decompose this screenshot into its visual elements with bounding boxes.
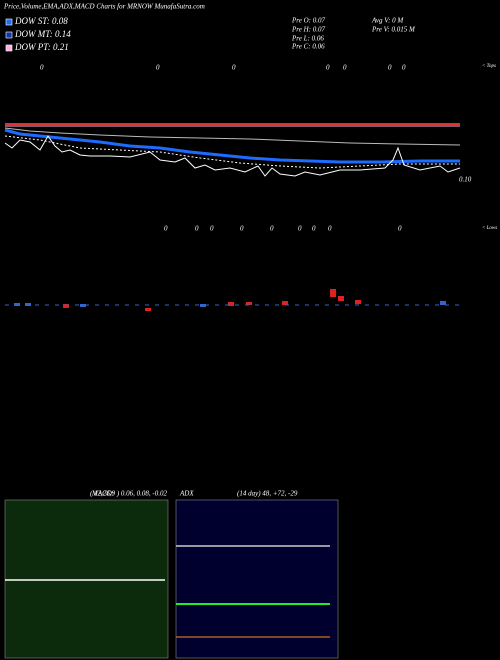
candle	[246, 302, 252, 305]
signal	[4, 135, 460, 169]
short-ema	[4, 128, 460, 164]
top-markers: 0 0 0 0 0 0 0	[40, 64, 406, 72]
legend-label: DOW MT: 0.14	[14, 29, 71, 39]
marker: 0	[326, 64, 330, 72]
marker: 0	[40, 64, 44, 72]
candle	[338, 296, 344, 301]
tops-label: < Tops	[482, 64, 496, 69]
low-markers: 0 0 0 0 0 0 0 0 0	[164, 225, 402, 233]
macd-panel	[4, 499, 169, 659]
marker: 0	[388, 64, 392, 72]
volume-candles	[5, 289, 462, 311]
stat: Avg V: 0 M	[371, 17, 404, 25]
stat: Pre V: 0.015 M	[371, 26, 416, 34]
macd-label: MACD:	[91, 490, 114, 498]
marker: 0	[195, 225, 199, 233]
candle	[355, 300, 361, 304]
marker: 0	[164, 225, 168, 233]
price-lines	[4, 123, 461, 177]
legend-label: DOW PT: 0.21	[14, 42, 69, 52]
stat: Pre O: 0.07	[291, 17, 325, 25]
page-title: Price,Volume,EMA,ADX,MACD Charts for MRN…	[3, 3, 205, 11]
marker: 0	[343, 64, 347, 72]
candle	[63, 304, 69, 308]
stat: Pre L: 0.06	[291, 35, 324, 43]
candle	[200, 304, 206, 307]
marker: 0	[232, 64, 236, 72]
adx-label: ADX	[179, 490, 194, 498]
legend-swatch	[5, 44, 13, 52]
candle	[228, 302, 234, 306]
marker: 0	[328, 225, 332, 233]
close-price	[4, 135, 461, 177]
legend-swatch	[5, 18, 13, 26]
mid-ema	[4, 127, 461, 146]
marker: 0	[156, 64, 160, 72]
marker: 0	[312, 225, 316, 233]
candle	[330, 289, 336, 297]
candle	[145, 308, 151, 311]
adx-panel	[175, 499, 339, 659]
marker: 0	[240, 225, 244, 233]
candle	[282, 301, 288, 305]
marker: 0	[270, 225, 274, 233]
candle	[80, 304, 86, 307]
marker: 0	[402, 64, 406, 72]
legend: DOW ST: 0.08 DOW MT: 0.14 DOW PT: 0.21	[5, 16, 71, 52]
last-price: 0.10	[459, 176, 472, 184]
macd-params: ( 12,26,9 ) 0.06, 0.08, -0.02	[90, 490, 167, 498]
candle	[440, 301, 446, 305]
stat: Pre H: 0.07	[291, 26, 325, 34]
marker: 0	[210, 225, 214, 233]
adx-params: (14 day) 48, +72, -29	[237, 490, 298, 498]
lows-label: < Lows	[482, 226, 497, 231]
marker: 0	[398, 225, 402, 233]
stat: Pre C: 0.06	[291, 43, 325, 51]
legend-label: DOW ST: 0.08	[14, 16, 68, 26]
marker: 0	[298, 225, 302, 233]
legend-swatch	[5, 31, 13, 39]
